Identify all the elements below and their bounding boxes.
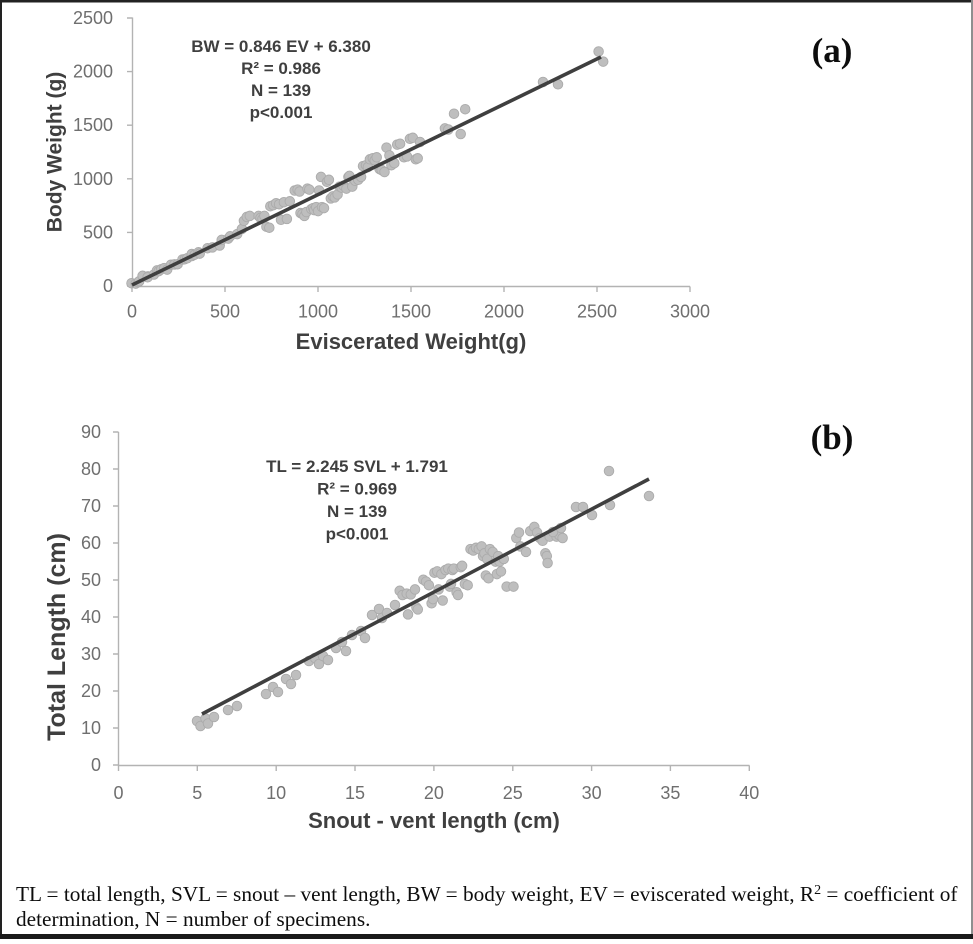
svg-text:500: 500 [210, 302, 240, 322]
svg-text:50: 50 [81, 570, 101, 590]
svg-text:(a): (a) [812, 31, 853, 70]
svg-text:30: 30 [81, 644, 101, 664]
svg-text:p<0.001: p<0.001 [326, 525, 389, 544]
svg-text:TL = 2.245 SVL + 1.791: TL = 2.245 SVL + 1.791 [266, 457, 448, 476]
svg-text:20: 20 [81, 681, 101, 701]
svg-text:60: 60 [81, 533, 101, 553]
svg-text:0: 0 [91, 755, 101, 775]
svg-text:1500: 1500 [391, 302, 431, 322]
svg-text:0: 0 [103, 276, 113, 296]
svg-text:5: 5 [192, 783, 202, 803]
svg-text:2000: 2000 [484, 302, 524, 322]
svg-text:(b): (b) [811, 418, 854, 457]
svg-text:Total Length (cm): Total Length (cm) [43, 533, 71, 741]
svg-text:30: 30 [582, 783, 602, 803]
svg-text:3000: 3000 [670, 302, 710, 322]
svg-text:20: 20 [424, 783, 444, 803]
svg-text:25: 25 [503, 783, 523, 803]
svg-text:Body Weight (g): Body Weight (g) [44, 72, 67, 233]
svg-text:R² = 0.986: R² = 0.986 [241, 59, 321, 78]
svg-text:Snout - vent length (cm): Snout - vent length (cm) [308, 808, 560, 833]
svg-text:2500: 2500 [577, 302, 617, 322]
svg-text:35: 35 [660, 783, 680, 803]
svg-text:1000: 1000 [73, 169, 113, 189]
svg-text:2500: 2500 [73, 8, 113, 28]
svg-text:p<0.001: p<0.001 [250, 103, 313, 122]
svg-text:80: 80 [81, 459, 101, 479]
svg-text:TL = total length, SVL = snout: TL = total length, SVL = snout – vent le… [16, 882, 958, 906]
svg-text:1500: 1500 [73, 115, 113, 135]
svg-text:determination, N = number of s: determination, N = number of specimens. [16, 907, 370, 931]
svg-text:R² = 0.969: R² = 0.969 [317, 480, 397, 499]
svg-text:1000: 1000 [298, 302, 338, 322]
svg-text:500: 500 [83, 222, 113, 242]
svg-text:15: 15 [345, 783, 365, 803]
svg-text:BW = 0.846 EV + 6.380: BW = 0.846 EV + 6.380 [191, 37, 371, 56]
svg-text:Eviscerated Weight(g): Eviscerated Weight(g) [296, 329, 527, 354]
svg-text:0: 0 [113, 783, 123, 803]
svg-text:70: 70 [81, 496, 101, 516]
svg-text:40: 40 [81, 607, 101, 627]
svg-text:90: 90 [81, 422, 101, 442]
svg-text:0: 0 [127, 302, 137, 322]
svg-text:10: 10 [81, 718, 101, 738]
svg-text:N = 139: N = 139 [251, 81, 311, 100]
svg-text:2000: 2000 [73, 62, 113, 82]
svg-text:40: 40 [739, 783, 759, 803]
svg-text:N = 139: N = 139 [327, 502, 387, 521]
svg-text:10: 10 [266, 783, 286, 803]
